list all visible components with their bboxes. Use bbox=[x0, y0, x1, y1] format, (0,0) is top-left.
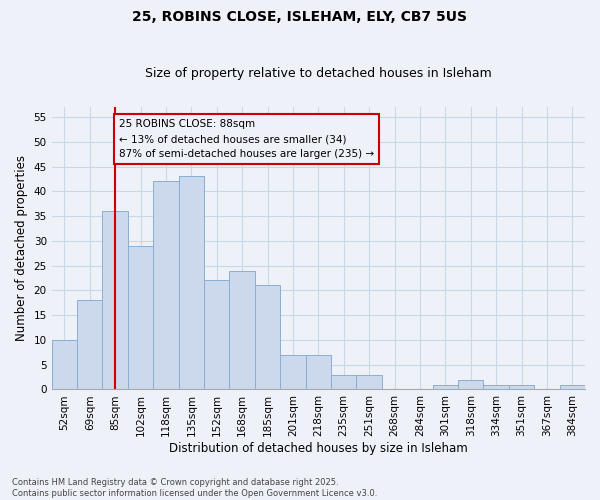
Text: 25, ROBINS CLOSE, ISLEHAM, ELY, CB7 5US: 25, ROBINS CLOSE, ISLEHAM, ELY, CB7 5US bbox=[133, 10, 467, 24]
Bar bbox=[103, 211, 128, 390]
Bar bbox=[458, 380, 484, 390]
Bar bbox=[356, 374, 382, 390]
Bar bbox=[179, 176, 204, 390]
Bar bbox=[128, 246, 153, 390]
Text: 25 ROBINS CLOSE: 88sqm
← 13% of detached houses are smaller (34)
87% of semi-det: 25 ROBINS CLOSE: 88sqm ← 13% of detached… bbox=[119, 120, 374, 159]
Bar bbox=[560, 384, 585, 390]
Bar bbox=[153, 182, 179, 390]
Bar bbox=[52, 340, 77, 390]
Bar bbox=[331, 374, 356, 390]
Bar bbox=[229, 270, 255, 390]
X-axis label: Distribution of detached houses by size in Isleham: Distribution of detached houses by size … bbox=[169, 442, 468, 455]
Y-axis label: Number of detached properties: Number of detached properties bbox=[15, 156, 28, 342]
Text: Contains HM Land Registry data © Crown copyright and database right 2025.
Contai: Contains HM Land Registry data © Crown c… bbox=[12, 478, 377, 498]
Bar bbox=[484, 384, 509, 390]
Bar bbox=[77, 300, 103, 390]
Bar bbox=[433, 384, 458, 390]
Bar bbox=[280, 355, 305, 390]
Title: Size of property relative to detached houses in Isleham: Size of property relative to detached ho… bbox=[145, 66, 492, 80]
Bar bbox=[204, 280, 229, 390]
Bar bbox=[305, 355, 331, 390]
Bar bbox=[255, 286, 280, 390]
Bar bbox=[509, 384, 534, 390]
